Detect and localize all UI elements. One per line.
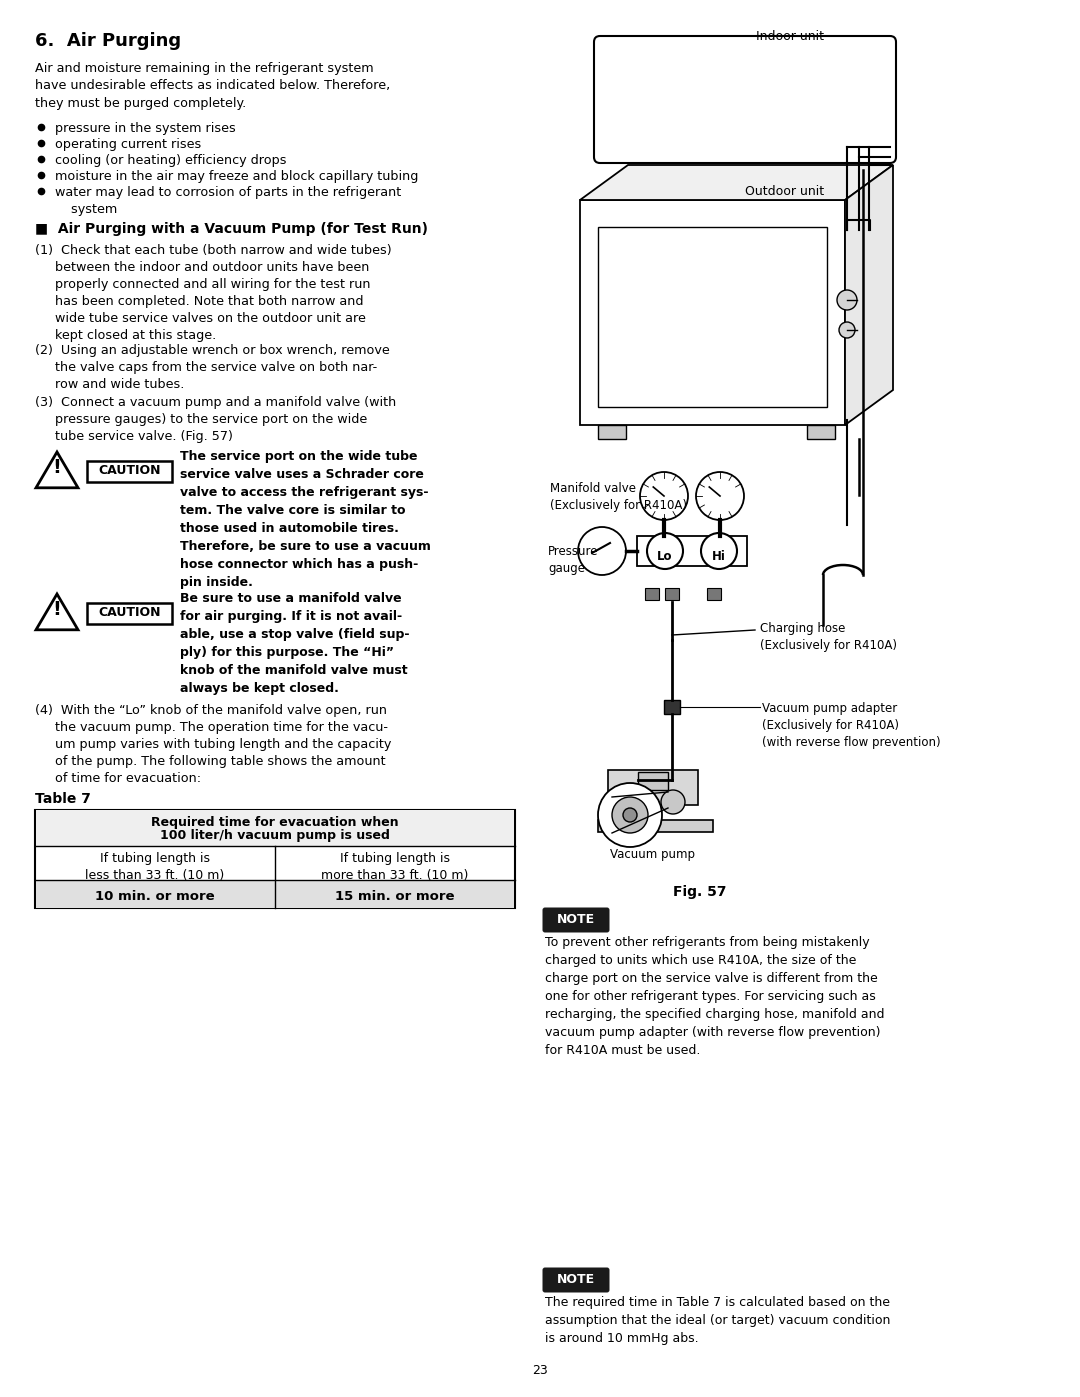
Bar [598,226,827,407]
Text: 10 min. or more: 10 min. or more [95,890,215,902]
Bar [807,425,835,439]
Text: Indoor unit: Indoor unit [756,29,824,43]
Text: Lo: Lo [658,549,673,563]
Text: !: ! [53,601,62,619]
Text: (2)  Using an adjustable wrench or box wrench, remove
     the valve caps from t: (2) Using an adjustable wrench or box wr… [35,344,390,391]
Text: NOTE: NOTE [557,1273,595,1287]
Text: moisture in the air may freeze and block capillary tubing: moisture in the air may freeze and block… [55,170,418,183]
Circle shape [701,534,737,569]
Text: The service port on the wide tube
service valve uses a Schrader core
valve to ac: The service port on the wide tube servic… [180,450,431,590]
Text: Hi: Hi [712,549,726,563]
Circle shape [661,789,685,814]
Text: Outdoor unit: Outdoor unit [745,184,824,198]
Bar [87,461,172,482]
Bar [637,536,747,566]
Bar [36,810,514,847]
Text: !: ! [53,458,62,478]
Text: Air and moisture remaining in the refrigerant system
have undesirable effects as: Air and moisture remaining in the refrig… [35,61,390,110]
Bar [35,810,515,908]
Bar [645,588,659,599]
Text: CAUTION: CAUTION [98,606,161,619]
Text: (3)  Connect a vacuum pump and a manifold valve (with
     pressure gauges) to t: (3) Connect a vacuum pump and a manifold… [35,395,396,443]
Text: ■  Air Purging with a Vacuum Pump (for Test Run): ■ Air Purging with a Vacuum Pump (for Te… [35,222,428,236]
Circle shape [839,321,855,338]
Text: Required time for evacuation when: Required time for evacuation when [151,816,399,828]
Text: If tubing length is
less than 33 ft. (10 m): If tubing length is less than 33 ft. (10… [85,852,225,882]
Text: Be sure to use a manifold valve
for air purging. If it is not avail-
able, use a: Be sure to use a manifold valve for air … [180,592,409,694]
Bar [598,820,713,833]
Bar [638,773,669,789]
Text: 23: 23 [532,1363,548,1377]
Text: water may lead to corrosion of parts in the refrigerant
    system: water may lead to corrosion of parts in … [55,186,402,217]
Text: 100 liter/h vacuum pump is used: 100 liter/h vacuum pump is used [160,828,390,842]
Bar [87,604,172,624]
Text: If tubing length is
more than 33 ft. (10 m): If tubing length is more than 33 ft. (10… [322,852,469,882]
Text: pressure in the system rises: pressure in the system rises [55,122,235,136]
Bar [36,880,514,908]
Bar [707,588,721,599]
Text: The required time in Table 7 is calculated based on the
assumption that the idea: The required time in Table 7 is calculat… [545,1296,890,1345]
Circle shape [696,472,744,520]
Bar [598,425,626,439]
Circle shape [578,527,626,576]
Circle shape [837,291,858,310]
Polygon shape [845,165,893,425]
Circle shape [598,782,662,847]
Text: To prevent other refrigerants from being mistakenly
charged to units which use R: To prevent other refrigerants from being… [545,936,885,1058]
Text: Manifold valve
(Exclusively for R410A): Manifold valve (Exclusively for R410A) [550,482,687,511]
Text: Charging hose
(Exclusively for R410A): Charging hose (Exclusively for R410A) [760,622,897,652]
Text: (4)  With the “Lo” knob of the manifold valve open, run
     the vacuum pump. Th: (4) With the “Lo” knob of the manifold v… [35,704,391,785]
Text: Vacuum pump: Vacuum pump [610,848,696,861]
Bar [665,588,679,599]
Text: 15 min. or more: 15 min. or more [335,890,455,902]
Circle shape [612,798,648,833]
FancyBboxPatch shape [542,908,609,933]
Text: 6.  Air Purging: 6. Air Purging [35,32,181,50]
FancyBboxPatch shape [594,36,896,163]
Text: NOTE: NOTE [557,914,595,926]
Circle shape [640,472,688,520]
Text: cooling (or heating) efficiency drops: cooling (or heating) efficiency drops [55,154,286,168]
Text: CAUTION: CAUTION [98,464,161,476]
Circle shape [647,534,683,569]
Text: (1)  Check that each tube (both narrow and wide tubes)
     between the indoor a: (1) Check that each tube (both narrow an… [35,244,392,342]
Text: Fig. 57: Fig. 57 [673,886,727,900]
Bar [580,200,845,425]
Bar [664,700,680,714]
FancyBboxPatch shape [542,1267,609,1292]
Text: Table 7: Table 7 [35,792,91,806]
Text: operating current rises: operating current rises [55,138,201,151]
Circle shape [623,807,637,821]
Polygon shape [580,165,893,200]
Text: Vacuum pump adapter
(Exclusively for R410A)
(with reverse flow prevention): Vacuum pump adapter (Exclusively for R41… [762,703,941,749]
Bar [608,770,698,805]
Text: Pressure
gauge: Pressure gauge [548,545,598,576]
